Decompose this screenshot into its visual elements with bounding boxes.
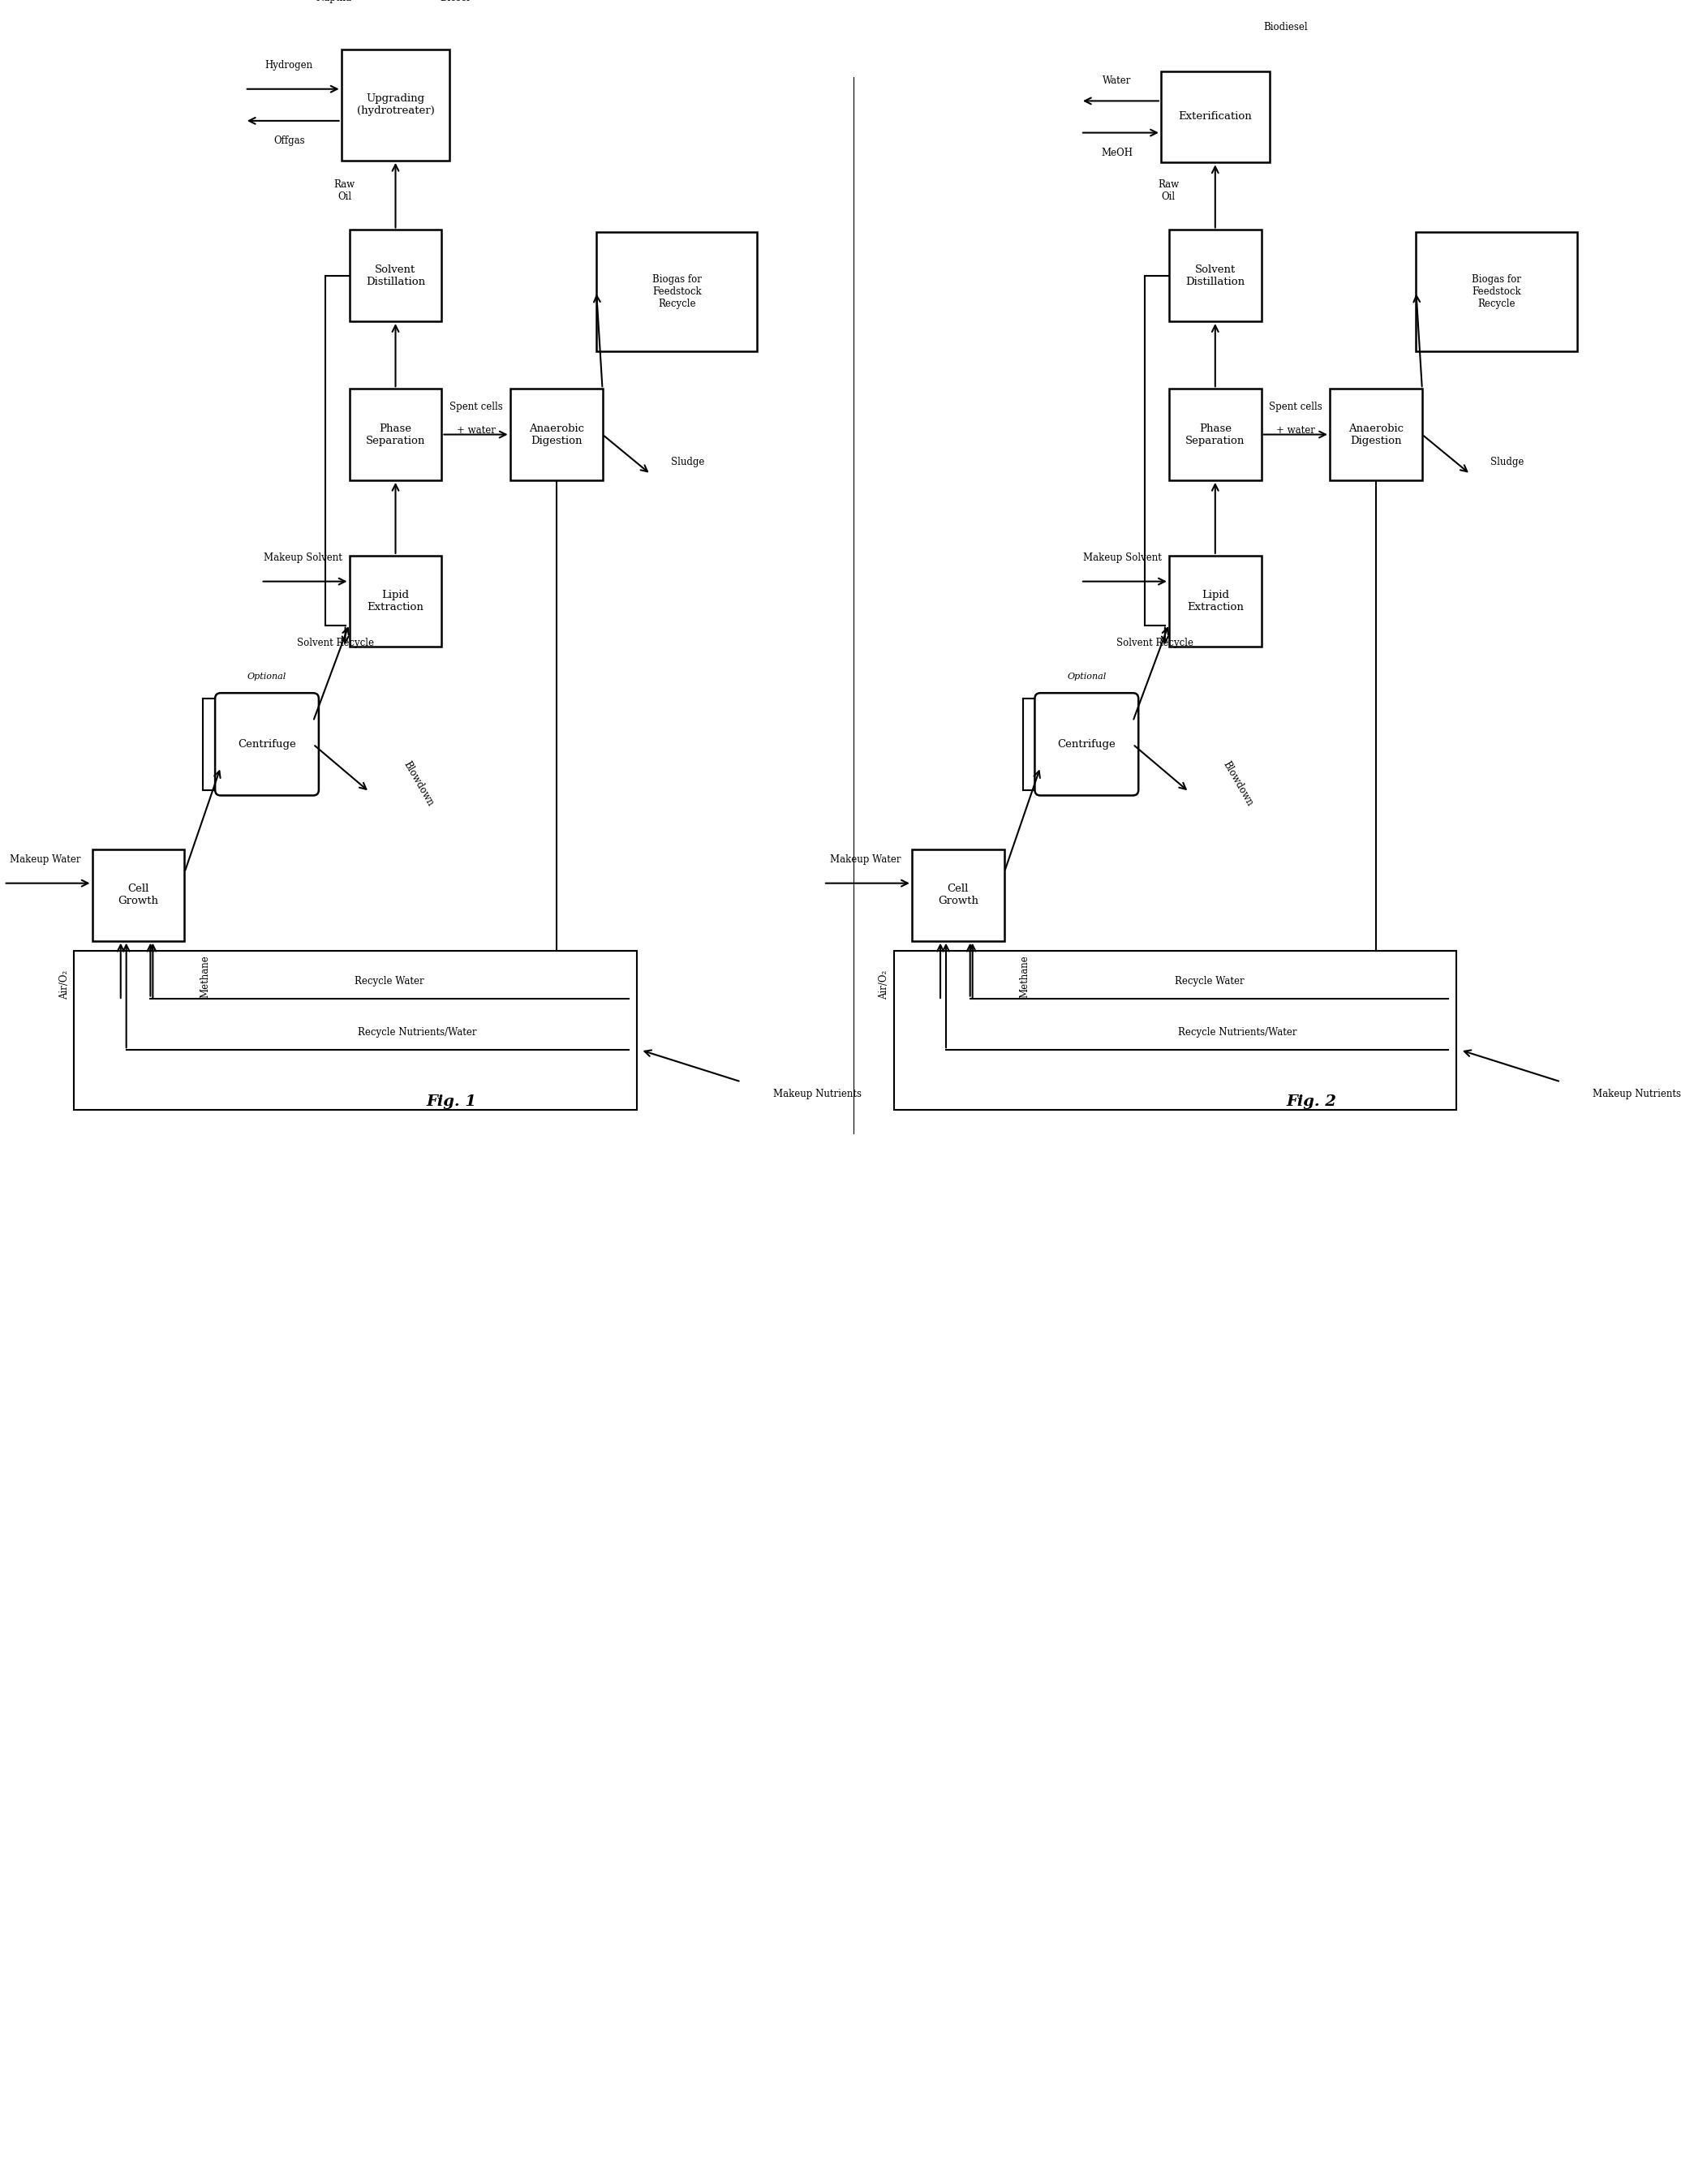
Text: Air/O₂: Air/O₂ — [879, 970, 889, 1000]
Text: Biogas for
Feedstock
Recycle: Biogas for Feedstock Recycle — [652, 275, 702, 308]
Text: Optional: Optional — [248, 673, 287, 681]
FancyBboxPatch shape — [912, 850, 1004, 941]
FancyBboxPatch shape — [350, 389, 442, 480]
Text: Methane: Methane — [1019, 954, 1029, 998]
Text: Recycle Nutrients/Water: Recycle Nutrients/Water — [358, 1026, 476, 1037]
Text: Makeup Nutrients: Makeup Nutrients — [773, 1088, 862, 1099]
Text: Sludge: Sludge — [1490, 456, 1524, 467]
Text: Anaerobic
Digestion: Anaerobic Digestion — [529, 424, 584, 446]
FancyBboxPatch shape — [596, 232, 758, 352]
Text: + water: + water — [1277, 426, 1314, 437]
FancyBboxPatch shape — [92, 850, 184, 941]
Text: Upgrading
(hydrotreater): Upgrading (hydrotreater) — [357, 94, 434, 116]
Text: Water: Water — [1103, 76, 1132, 87]
Text: Biogas for
Feedstock
Recycle: Biogas for Feedstock Recycle — [1471, 275, 1521, 308]
FancyBboxPatch shape — [1161, 72, 1270, 162]
Text: Anaerobic
Digestion: Anaerobic Digestion — [1349, 424, 1403, 446]
Text: Solvent Recycle: Solvent Recycle — [297, 638, 374, 649]
Text: Hydrogen: Hydrogen — [265, 59, 312, 70]
FancyBboxPatch shape — [1169, 555, 1261, 646]
FancyBboxPatch shape — [1330, 389, 1422, 480]
FancyBboxPatch shape — [510, 389, 603, 480]
Text: Fig. 1: Fig. 1 — [427, 1094, 476, 1109]
FancyBboxPatch shape — [1034, 692, 1139, 795]
Text: Solvent
Distillation: Solvent Distillation — [1186, 264, 1244, 286]
Text: Spent cells: Spent cells — [449, 402, 502, 413]
FancyBboxPatch shape — [1169, 389, 1261, 480]
Text: Makeup Water: Makeup Water — [830, 854, 901, 865]
Text: Makeup Solvent: Makeup Solvent — [1082, 553, 1162, 563]
Text: + water: + water — [456, 426, 495, 437]
Text: Phase
Separation: Phase Separation — [1185, 424, 1244, 446]
Text: Blowdown: Blowdown — [401, 760, 435, 808]
Text: Biodiesel: Biodiesel — [1263, 22, 1308, 33]
Text: Naptha: Naptha — [316, 0, 352, 2]
Text: Diesel: Diesel — [440, 0, 469, 2]
Text: Centrifuge: Centrifuge — [237, 738, 295, 749]
Text: Cell
Growth: Cell Growth — [118, 885, 159, 906]
Text: Spent cells: Spent cells — [1268, 402, 1323, 413]
Text: Fig. 2: Fig. 2 — [1287, 1094, 1337, 1109]
Text: Raw
Oil: Raw Oil — [1157, 179, 1180, 201]
FancyBboxPatch shape — [350, 229, 442, 321]
Text: Makeup Water: Makeup Water — [10, 854, 80, 865]
Text: Sludge: Sludge — [671, 456, 705, 467]
FancyBboxPatch shape — [341, 50, 449, 159]
Text: Recycle Water: Recycle Water — [355, 976, 425, 987]
FancyBboxPatch shape — [350, 555, 442, 646]
FancyBboxPatch shape — [215, 692, 319, 795]
Text: Optional: Optional — [1067, 673, 1106, 681]
Text: Centrifuge: Centrifuge — [1058, 738, 1116, 749]
Text: Cell
Growth: Cell Growth — [937, 885, 978, 906]
Text: MeOH: MeOH — [1101, 146, 1132, 157]
FancyBboxPatch shape — [1417, 232, 1577, 352]
Text: Recycle Nutrients/Water: Recycle Nutrients/Water — [1178, 1026, 1297, 1037]
Text: Air/O₂: Air/O₂ — [60, 970, 70, 1000]
Text: Recycle Water: Recycle Water — [1174, 976, 1244, 987]
Text: Phase
Separation: Phase Separation — [365, 424, 425, 446]
Text: Solvent
Distillation: Solvent Distillation — [365, 264, 425, 286]
Text: Blowdown: Blowdown — [1221, 760, 1255, 808]
Text: Makeup Solvent: Makeup Solvent — [263, 553, 341, 563]
Text: Offgas: Offgas — [273, 135, 304, 146]
Text: Solvent Recycle: Solvent Recycle — [1116, 638, 1193, 649]
FancyBboxPatch shape — [1169, 229, 1261, 321]
Text: Raw
Oil: Raw Oil — [335, 179, 355, 201]
Text: Lipid
Extraction: Lipid Extraction — [1186, 590, 1243, 614]
Text: Lipid
Extraction: Lipid Extraction — [367, 590, 423, 614]
Text: Exterification: Exterification — [1178, 111, 1251, 122]
Text: Methane: Methane — [200, 954, 210, 998]
Text: Makeup Nutrients: Makeup Nutrients — [1593, 1088, 1681, 1099]
